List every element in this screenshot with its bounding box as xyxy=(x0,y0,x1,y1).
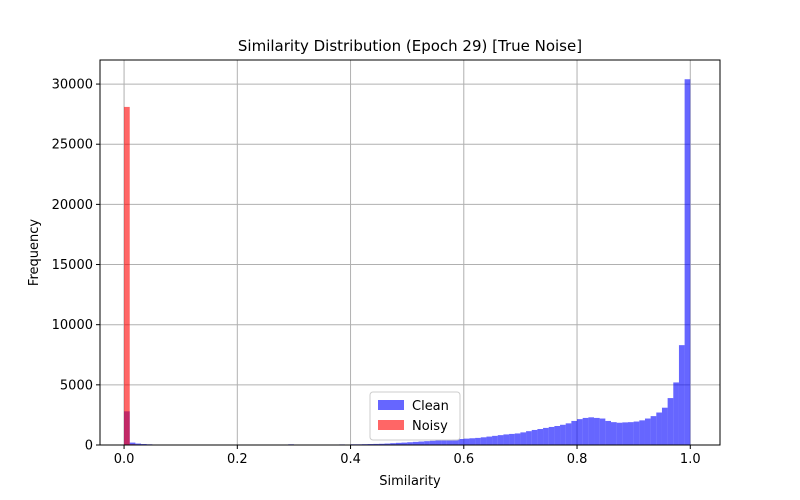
bar-clean xyxy=(407,442,413,445)
bar-clean xyxy=(667,398,674,445)
x-axis-label: Similarity xyxy=(379,474,441,489)
bar-clean xyxy=(656,412,662,445)
bar-clean xyxy=(469,438,476,445)
bar-clean xyxy=(650,416,657,445)
x-tick-label: 0.4 xyxy=(340,452,361,467)
bar-clean xyxy=(435,440,442,445)
bar-clean xyxy=(384,443,391,445)
bar-clean xyxy=(509,433,515,445)
bar-clean xyxy=(475,437,481,445)
bar-clean xyxy=(129,442,136,445)
legend-swatch-clean xyxy=(378,400,404,410)
bar-clean xyxy=(446,439,453,445)
chart-title: Similarity Distribution (Epoch 29) [True… xyxy=(238,37,582,55)
bar-clean xyxy=(520,432,527,445)
bar-clean xyxy=(644,418,651,445)
bar-clean xyxy=(424,441,430,445)
bar-clean xyxy=(577,419,583,445)
legend-label-noisy: Noisy xyxy=(412,419,448,434)
bar-clean xyxy=(548,426,555,445)
y-axis-label: Frequency xyxy=(27,219,42,286)
bar-clean xyxy=(554,425,561,445)
bar-clean xyxy=(418,441,425,445)
bar-clean xyxy=(565,423,572,445)
x-tick-label: 0.2 xyxy=(227,452,248,467)
bar-clean xyxy=(571,420,578,445)
x-tick-label: 0.0 xyxy=(114,452,135,467)
legend-swatch-noisy xyxy=(378,420,404,430)
bar-clean xyxy=(611,422,617,445)
bar-clean xyxy=(514,433,521,445)
bar-clean xyxy=(458,438,464,445)
legend: Clean Noisy xyxy=(369,391,461,441)
bar-clean xyxy=(588,417,595,445)
bar-clean xyxy=(135,443,142,445)
bar-clean xyxy=(531,429,538,445)
bar-clean xyxy=(537,428,544,445)
bar-clean xyxy=(452,439,459,445)
x-tick-label: 0.8 xyxy=(567,452,588,467)
bar-clean xyxy=(582,417,589,445)
bar-clean xyxy=(661,407,668,445)
bar-clean xyxy=(639,420,645,445)
y-tick-label: 25000 xyxy=(52,138,93,153)
y-tick-label: 15000 xyxy=(52,258,93,273)
bar-clean xyxy=(429,440,436,445)
bar-clean xyxy=(678,345,685,445)
bar-clean xyxy=(616,422,623,445)
bar-clean xyxy=(395,442,402,445)
legend-label-clean: Clean xyxy=(412,399,449,414)
bar-clean xyxy=(441,440,447,445)
y-tick-label: 0 xyxy=(85,439,93,454)
bar-clean xyxy=(633,421,640,445)
bar-noisy xyxy=(124,106,130,445)
bar-clean xyxy=(390,443,396,445)
bar-clean xyxy=(599,418,606,445)
bar-clean xyxy=(526,431,532,445)
axes-frame xyxy=(99,59,721,446)
bar-clean xyxy=(378,443,385,445)
bar-clean xyxy=(463,438,470,445)
grid-lines xyxy=(100,60,720,446)
bar-clean xyxy=(503,434,510,445)
bar-clean xyxy=(373,443,379,445)
histogram-bars xyxy=(124,79,691,445)
bar-clean xyxy=(560,424,566,445)
bar-clean xyxy=(401,442,408,445)
x-tick-label: 1.0 xyxy=(680,452,701,467)
bar-clean xyxy=(684,79,691,445)
bar-clean xyxy=(622,422,628,445)
bar-clean xyxy=(594,417,600,445)
bar-clean xyxy=(627,422,634,445)
y-tick-label: 30000 xyxy=(52,78,93,93)
bar-clean xyxy=(486,436,493,445)
bar-clean xyxy=(497,435,504,445)
y-tick-label: 20000 xyxy=(52,198,93,213)
y-tick-label: 10000 xyxy=(52,318,93,333)
x-tick-label: 0.6 xyxy=(453,452,474,467)
bar-clean xyxy=(480,437,487,445)
bar-clean xyxy=(492,435,498,445)
bar-clean xyxy=(673,382,679,445)
axis-ticks: 0.0 0.2 0.4 0.6 0.8 1.0 0 5000 10000 15000 20000 25… xyxy=(52,78,701,467)
bar-clean xyxy=(543,427,549,445)
bar-clean xyxy=(412,441,419,445)
bar-clean xyxy=(605,420,612,445)
y-tick-label: 5000 xyxy=(60,378,93,393)
